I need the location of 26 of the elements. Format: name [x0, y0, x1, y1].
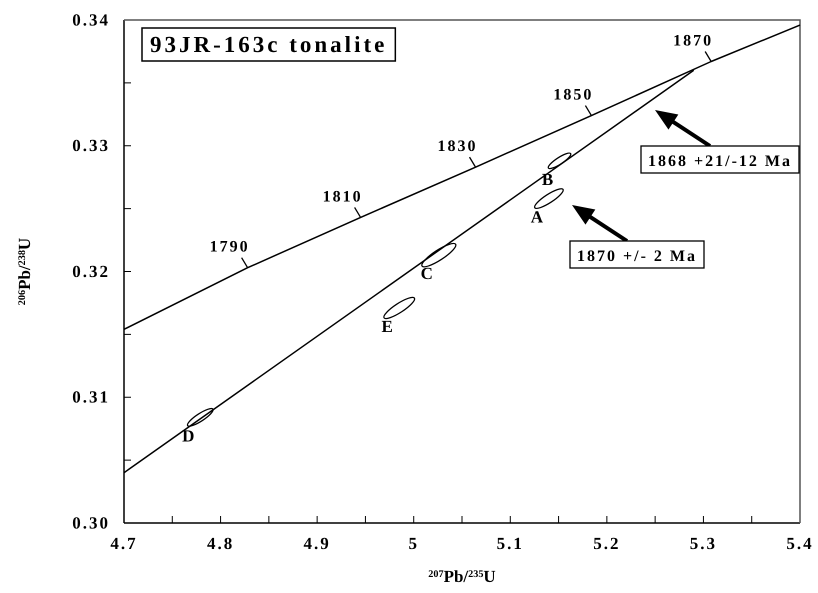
x-tick-label: 5.4 [786, 534, 814, 554]
annotation: 1870 +/- 2 Ma [577, 248, 697, 265]
annotation: 1850 [553, 86, 594, 104]
annotation: 1830 [438, 138, 478, 156]
x-tick-label: 4.8 [206, 534, 234, 554]
x-tick-label: 5.2 [593, 534, 620, 554]
x-tick-label: 4.9 [304, 534, 331, 554]
annotation: 1868 +21/-12 Ma [648, 153, 792, 170]
data-label: E [382, 316, 393, 336]
x-tick-label: 5.3 [690, 534, 718, 554]
data-label: C [420, 264, 433, 284]
data-label: D [182, 426, 194, 446]
x-tick-label: 5 [408, 534, 419, 554]
annotation: 1810 [322, 188, 363, 206]
annotation: 1870 [673, 32, 714, 50]
x-tick-label: 5.1 [496, 534, 524, 554]
y-tick-label: 0.31 [72, 388, 110, 407]
y-tick-label: 0.33 [72, 136, 110, 156]
y-tick-label: 0.32 [72, 262, 110, 281]
x-tick-label: 4.7 [110, 534, 138, 554]
text: 93JR-163c tonalite [150, 32, 388, 57]
data-label: A [530, 208, 544, 227]
y-tick-label: 0.34 [72, 10, 110, 30]
annotation: 1790 [210, 238, 250, 256]
y-tick-label: 0.30 [72, 513, 110, 532]
x-axis-title: $^{207}$Pb/$^{235}$U [428, 567, 496, 586]
